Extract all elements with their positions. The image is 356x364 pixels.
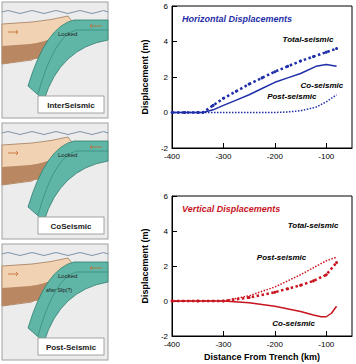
svg-text:-200: -200 <box>267 340 284 349</box>
svg-text:Displacement (m): Displacement (m) <box>140 228 150 303</box>
svg-text:Displacement (m): Displacement (m) <box>140 39 150 114</box>
svg-text:-2: -2 <box>160 143 168 153</box>
svg-text:-400: -400 <box>164 152 181 161</box>
svg-text:-200: -200 <box>267 152 284 161</box>
svg-text:Vertical Displacements: Vertical Displacements <box>182 204 280 214</box>
svg-text:Post-Seismic: Post-Seismic <box>46 343 97 352</box>
svg-text:-100: -100 <box>318 152 335 161</box>
svg-text:Post-seismic: Post-seismic <box>267 92 317 101</box>
svg-text:-300: -300 <box>215 152 232 161</box>
svg-text:Co-seismic: Co-seismic <box>272 319 315 328</box>
svg-text:Locked: Locked <box>58 152 77 158</box>
svg-text:-100: -100 <box>318 340 335 349</box>
svg-text:6: 6 <box>164 2 169 11</box>
svg-text:2: 2 <box>164 262 169 271</box>
svg-text:Distance From Trench (km): Distance From Trench (km) <box>204 352 320 362</box>
svg-text:Post-seismic: Post-seismic <box>257 253 307 262</box>
svg-text:Locked: Locked <box>58 31 77 37</box>
svg-text:Total-seismic: Total-seismic <box>283 35 334 44</box>
svg-text:-300: -300 <box>215 340 232 349</box>
svg-text:CoSeismic: CoSeismic <box>51 222 92 231</box>
svg-text:Total-seismic: Total-seismic <box>288 221 339 230</box>
svg-text:4: 4 <box>164 37 169 46</box>
svg-text:0: 0 <box>164 108 169 117</box>
svg-text:-400: -400 <box>164 340 181 349</box>
svg-text:InterSeismic: InterSeismic <box>47 101 95 110</box>
svg-text:4: 4 <box>164 227 169 236</box>
svg-text:after Slip(?): after Slip(?) <box>46 287 72 293</box>
svg-text:Locked: Locked <box>58 273 77 279</box>
svg-text:6: 6 <box>164 192 169 201</box>
svg-text:Horizontal Displacements: Horizontal Displacements <box>182 14 292 24</box>
svg-text:Co-seismic: Co-seismic <box>301 81 344 90</box>
svg-text:0: 0 <box>164 297 169 306</box>
svg-text:2: 2 <box>164 73 169 82</box>
svg-text:-2: -2 <box>160 331 168 341</box>
